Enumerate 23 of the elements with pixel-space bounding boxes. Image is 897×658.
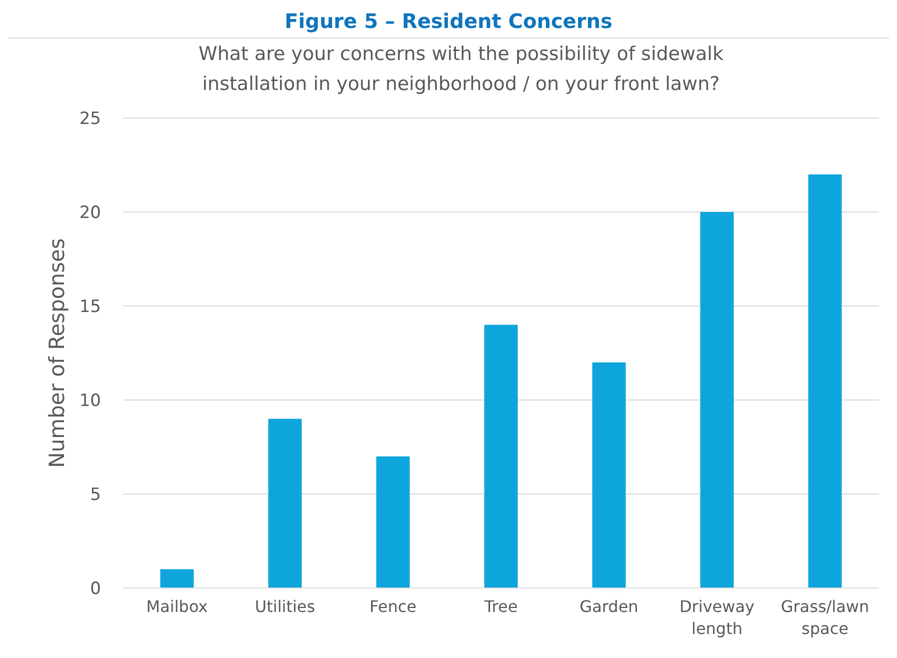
- bar: [808, 174, 842, 588]
- bar: [268, 418, 302, 588]
- x-tick-label: Utilities: [254, 597, 316, 616]
- y-tick-label: 25: [79, 108, 101, 129]
- chart-subtitle: What are your concerns with the possibility of sidewalk installation in your neighborhood / on your front lawn?: [198, 43, 724, 95]
- y-tick-label: 0: [90, 578, 101, 599]
- chart-title: Figure 5 – Resident Concerns: [284, 9, 612, 33]
- y-axis-title: Number of Responses: [45, 238, 69, 468]
- x-tick-label: Mailbox: [146, 597, 208, 616]
- x-tick-label: Fence: [370, 597, 416, 616]
- x-tick-label: Driveway length: [679, 597, 755, 638]
- x-tick-label: Tree: [483, 597, 518, 616]
- bar: [160, 569, 194, 588]
- bar: [592, 362, 626, 588]
- bar: [700, 212, 734, 588]
- bar: [376, 456, 410, 588]
- bar: [484, 324, 518, 588]
- y-tick-label: 5: [90, 484, 101, 505]
- y-tick-label: 15: [79, 296, 101, 317]
- x-tick-label: Garden: [580, 597, 638, 616]
- y-tick-label: 10: [79, 390, 101, 411]
- y-tick-label: 20: [79, 202, 101, 223]
- x-tick-label: Grass/lawn space: [780, 597, 870, 638]
